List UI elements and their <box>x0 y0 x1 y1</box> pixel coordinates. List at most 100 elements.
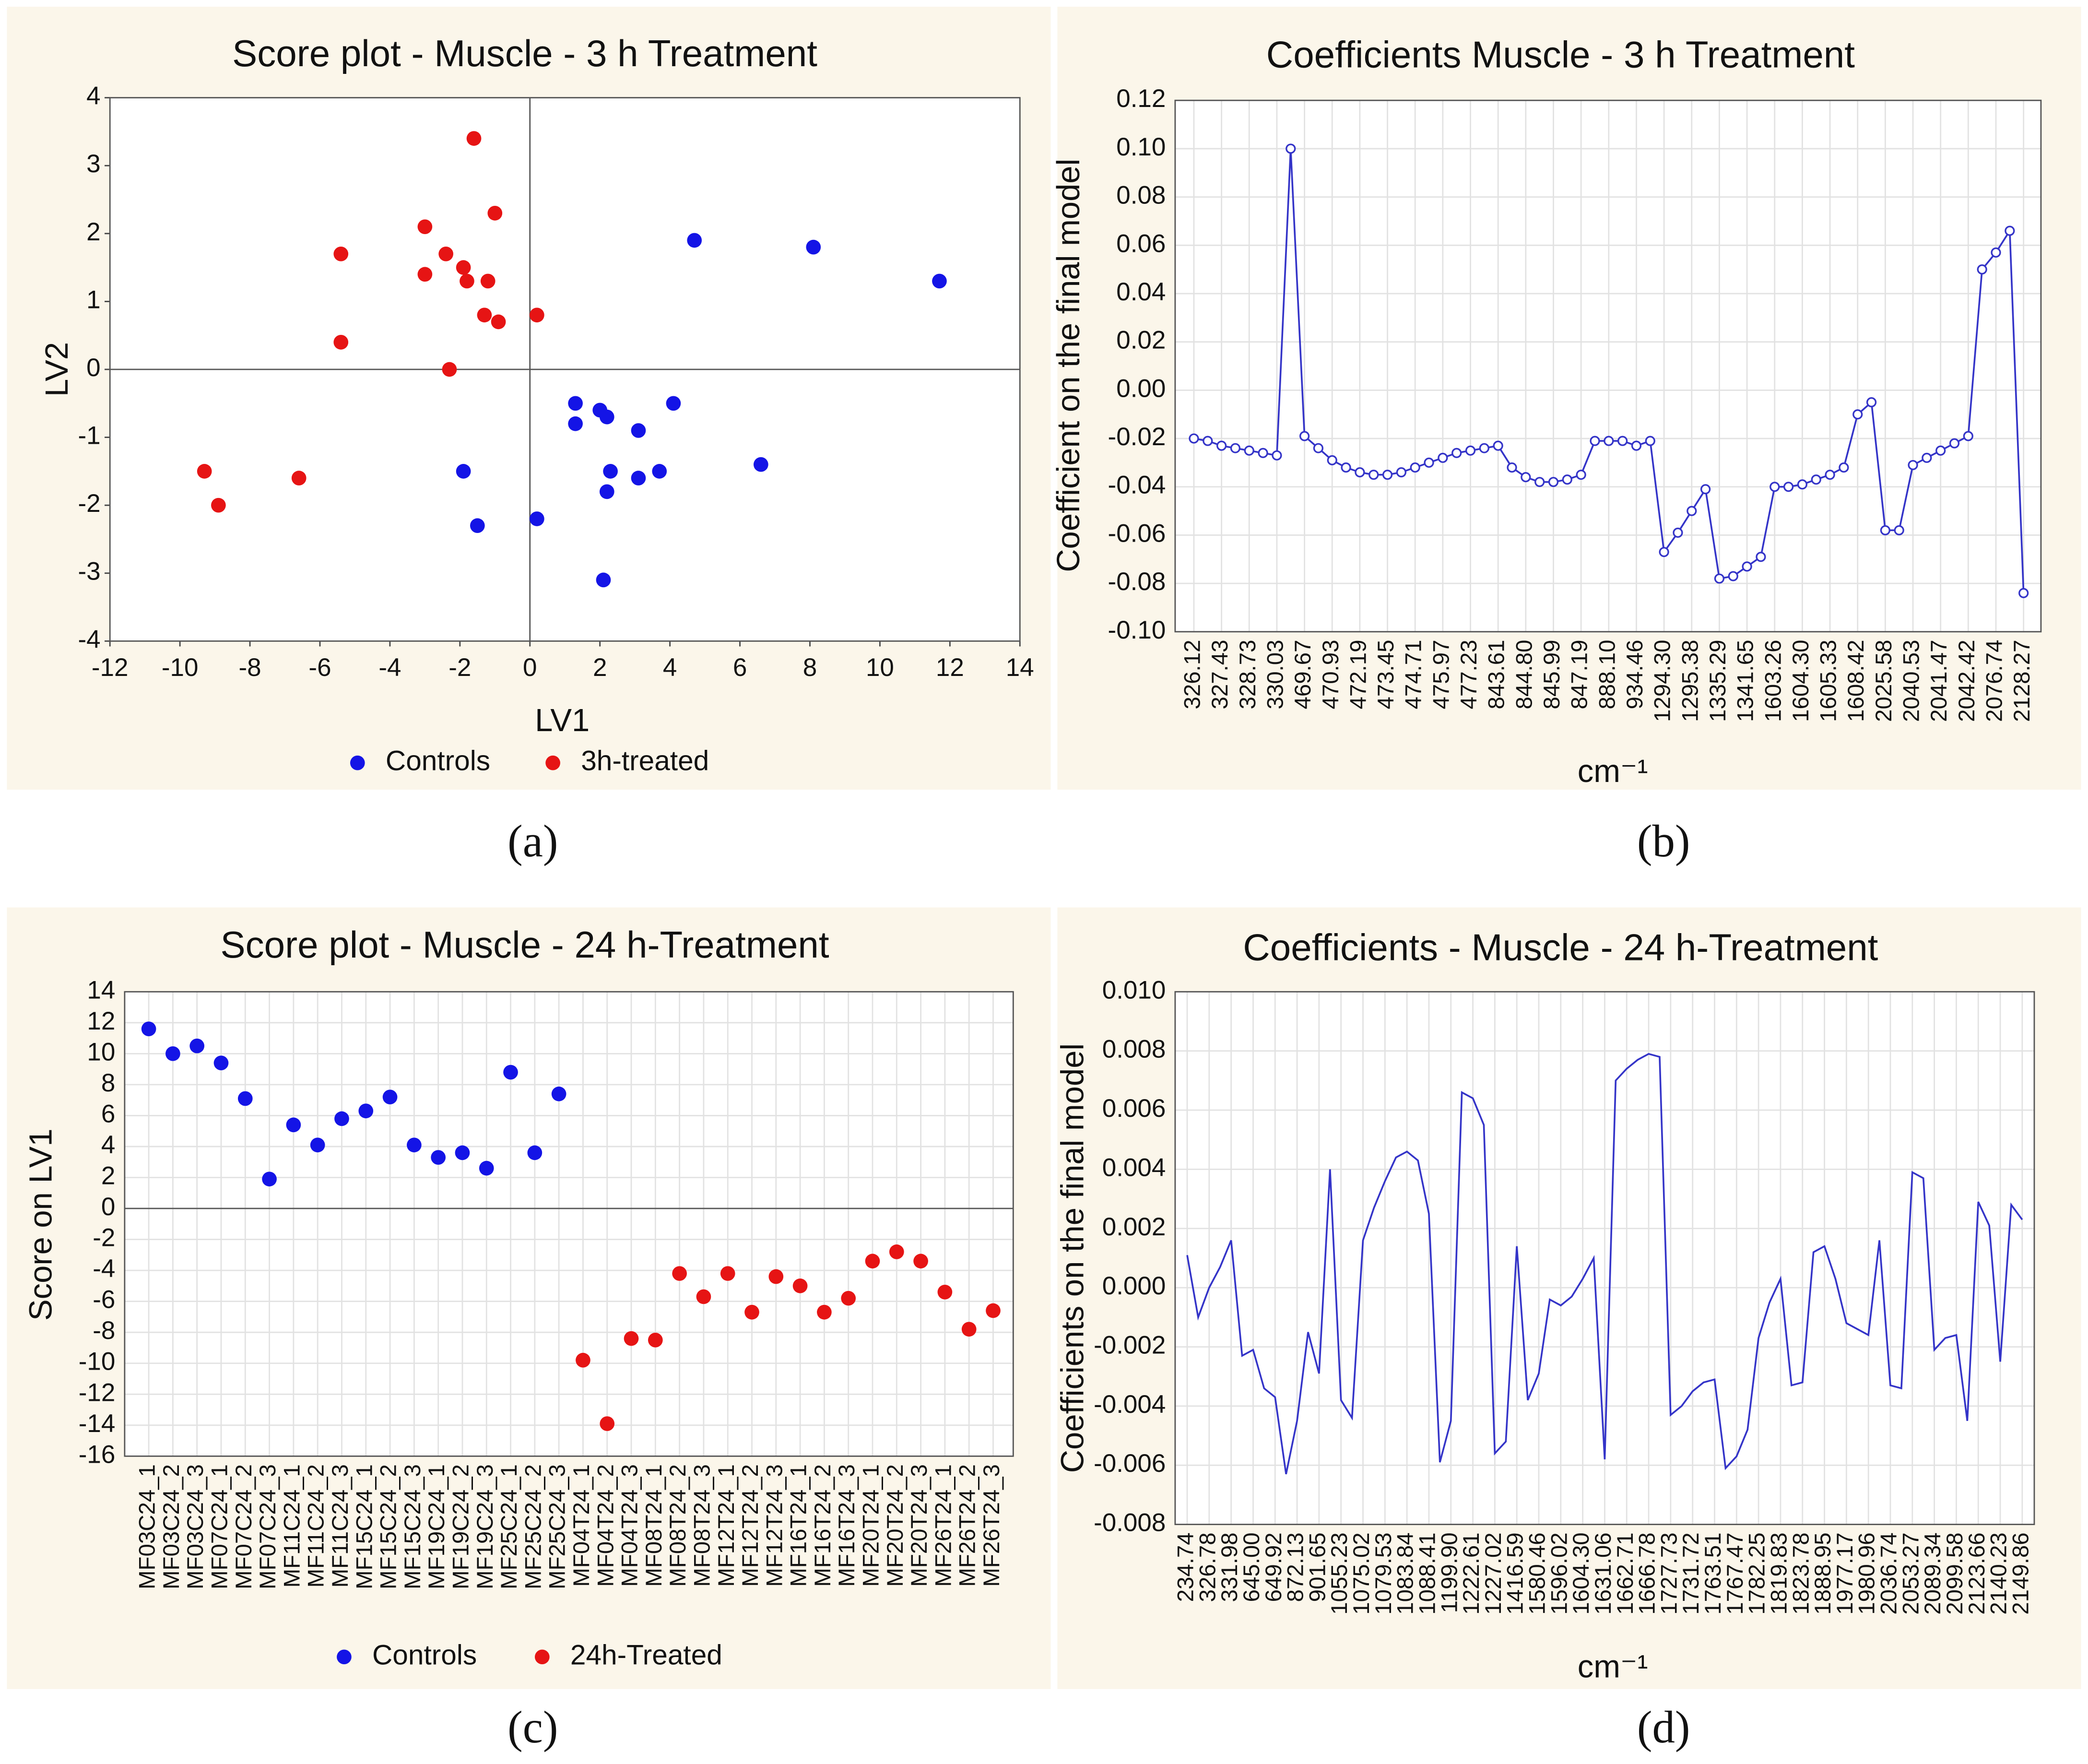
legend-label: 3h-treated <box>581 746 709 777</box>
y-tick-label: 0.02 <box>1116 326 1166 355</box>
x-category-label: 845.99 <box>1539 640 1565 710</box>
data-point <box>596 572 611 588</box>
x-tick-label: -12 <box>92 653 129 682</box>
x-category-label: 1731.72 <box>1678 1532 1704 1614</box>
y-tick-label: -0.006 <box>1094 1449 1166 1478</box>
x-category-label: 843.61 <box>1484 640 1510 710</box>
y-tick-label: 0.006 <box>1102 1094 1166 1123</box>
x-category-label: 331.98 <box>1217 1532 1242 1602</box>
x-category-label: 2140.23 <box>1986 1532 2012 1614</box>
data-point <box>189 1038 205 1054</box>
data-point <box>460 273 474 289</box>
data-marker <box>1825 469 1835 480</box>
data-point <box>491 314 506 330</box>
x-category-label: 2036.74 <box>1876 1532 1902 1614</box>
x-category-label: 1977.17 <box>1832 1532 1858 1614</box>
data-marker <box>1894 525 1904 535</box>
data-point <box>262 1172 277 1187</box>
data-marker <box>1327 455 1337 465</box>
data-marker <box>1465 445 1476 456</box>
plot-area <box>124 992 1014 1456</box>
data-marker <box>1590 436 1600 446</box>
data-point <box>568 416 583 431</box>
x-category-label: 475.97 <box>1428 640 1454 710</box>
y-tick-label: -2 <box>93 1224 115 1252</box>
y-tick-label: 0.12 <box>1116 84 1166 113</box>
data-marker <box>1438 452 1448 463</box>
data-marker <box>1728 571 1738 581</box>
legend-label: 24h-Treated <box>570 1639 722 1670</box>
x-category-label: 1596.02 <box>1546 1532 1572 1614</box>
x-category-label: 1335.29 <box>1705 640 1731 722</box>
data-point <box>806 239 821 255</box>
x-category-label: MF07C24_1 <box>207 1464 233 1589</box>
data-marker <box>1811 474 1821 485</box>
data-point <box>480 273 495 289</box>
x-category-label: MF11C24_3 <box>328 1464 353 1587</box>
data-point <box>631 471 646 485</box>
data-point <box>417 267 433 282</box>
x-category-label: 2123.66 <box>1964 1532 1990 1614</box>
data-point <box>961 1322 977 1337</box>
data-marker <box>1493 440 1503 451</box>
x-category-label: 1083.84 <box>1393 1532 1418 1614</box>
data-point <box>986 1303 1001 1318</box>
x-category-label: MF19C24_3 <box>472 1464 498 1589</box>
x-category-label: 1727.73 <box>1656 1532 1682 1614</box>
legend-label: Controls <box>386 746 490 777</box>
data-marker <box>1839 462 1849 473</box>
data-marker <box>1756 552 1766 562</box>
x-category-label: MF12T24_3 <box>762 1464 787 1587</box>
data-marker <box>1355 467 1365 478</box>
x-category-label: 1088.41 <box>1415 1532 1440 1614</box>
data-point <box>889 1244 904 1259</box>
data-marker <box>1617 436 1628 446</box>
x-category-label: 645.00 <box>1239 1532 1264 1602</box>
x-category-label: 2025.58 <box>1871 640 1897 722</box>
y-tick-label: -0.008 <box>1094 1509 1166 1537</box>
data-marker <box>1299 431 1310 441</box>
x-category-label: MF07C24_3 <box>255 1464 281 1589</box>
y-tick-label: -0.02 <box>1108 423 1166 451</box>
x-category-label: 326.12 <box>1180 640 1205 710</box>
chart-title: Score plot - Muscle - 3 h Treatment <box>232 32 817 74</box>
y-tick-label: -12 <box>79 1378 116 1407</box>
y-axis-label: LV2 <box>39 342 75 397</box>
y-tick-label: 0.00 <box>1116 374 1166 403</box>
y-tick-label: -6 <box>93 1286 115 1314</box>
data-marker <box>1866 397 1877 408</box>
x-category-label: 1341.65 <box>1733 640 1758 722</box>
y-tick-label: 0 <box>86 354 100 382</box>
x-category-label: MF20T24_2 <box>883 1464 908 1587</box>
chart-panel: Coefficients - Muscle - 24 h-Treatment (d… <box>1054 907 2081 1752</box>
y-tick-label: -2 <box>78 489 101 518</box>
x-category-label: 2076.74 <box>1982 640 2007 722</box>
x-category-label: MF03C24_2 <box>159 1464 184 1589</box>
x-category-label: 1608.42 <box>1843 640 1869 722</box>
data-point <box>530 308 544 323</box>
y-tick-label: -0.10 <box>1108 616 1166 644</box>
data-point <box>442 362 457 377</box>
x-category-label: 234.74 <box>1173 1532 1199 1602</box>
data-line <box>1186 1053 2023 1475</box>
x-category-label: MF03C24_3 <box>183 1464 208 1589</box>
data-marker <box>1410 462 1420 473</box>
data-point <box>576 1352 590 1368</box>
x-category-label: MF16T24_3 <box>834 1464 860 1587</box>
x-axis-label: LV1 <box>535 702 590 738</box>
x-category-label: 844.80 <box>1511 640 1537 710</box>
y-tick-label: -8 <box>93 1316 115 1345</box>
x-category-label: 1603.26 <box>1760 640 1786 722</box>
data-marker <box>1286 143 1296 154</box>
x-category-label: MF19C24_2 <box>448 1464 473 1589</box>
data-marker <box>1507 462 1517 473</box>
data-marker <box>1382 469 1393 480</box>
data-marker <box>1604 436 1614 446</box>
x-category-label: 1605.33 <box>1816 640 1841 722</box>
x-category-label: MF15C24_1 <box>352 1464 377 1589</box>
data-point <box>631 423 646 438</box>
chart-title: Coefficients - Muscle - 24 h-Treatment <box>1243 926 1878 968</box>
y-tick-label: 0.000 <box>1102 1272 1166 1300</box>
data-point <box>527 1145 543 1160</box>
x-category-label: 1222.61 <box>1459 1532 1484 1614</box>
